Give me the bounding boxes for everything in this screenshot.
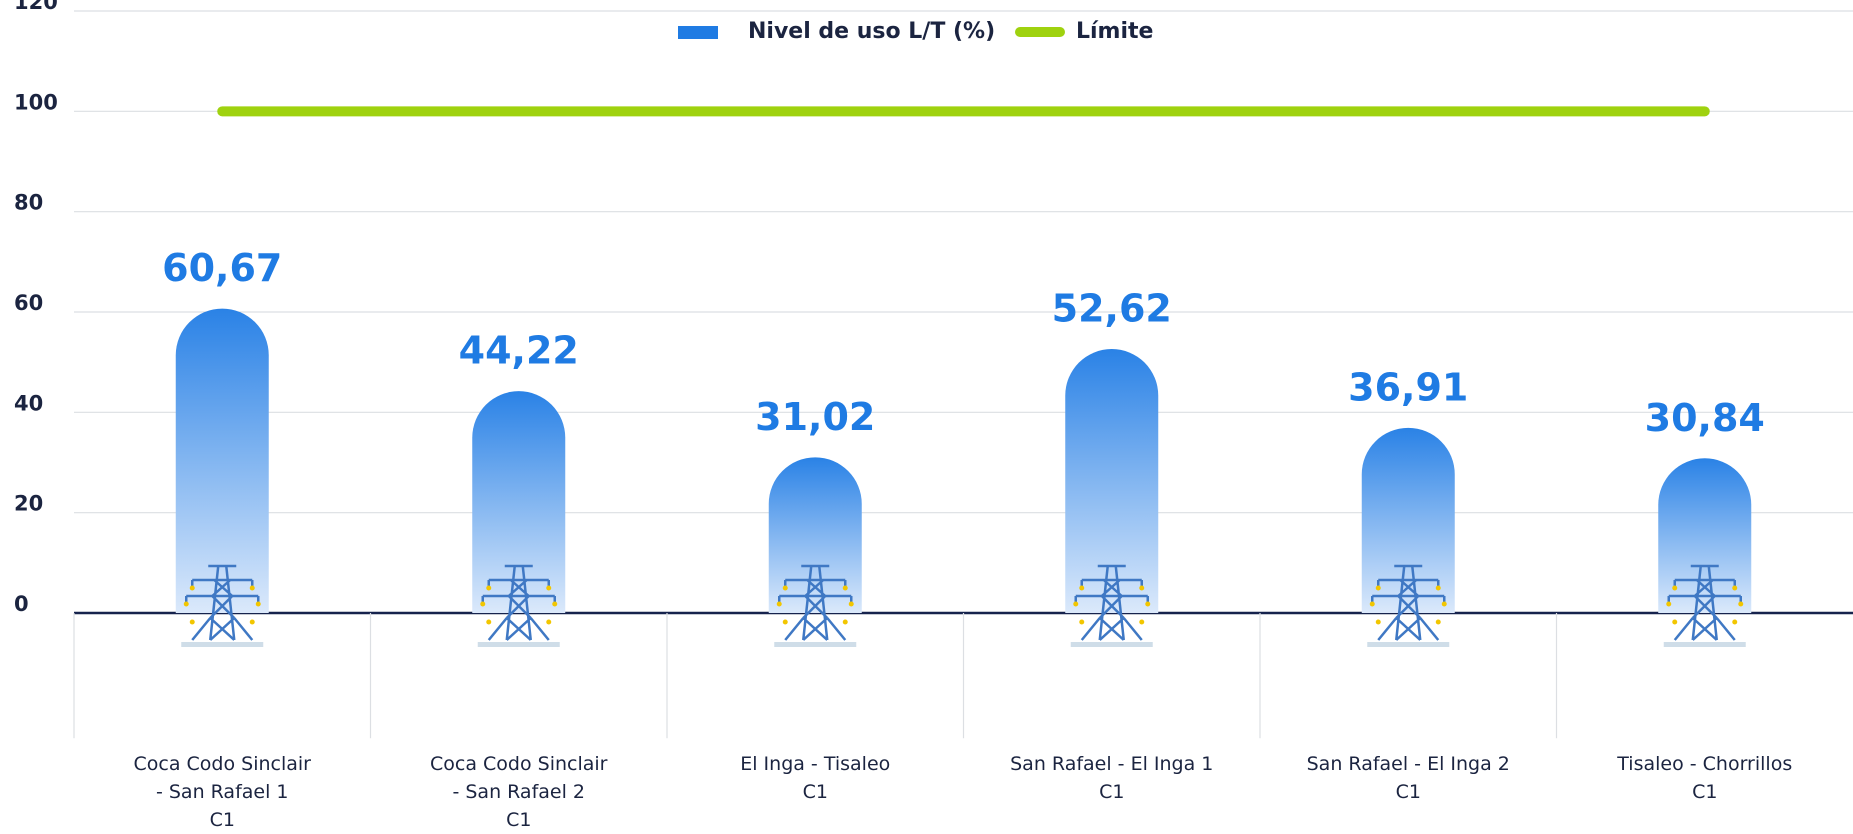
legend-label: Nivel de uso L/T (%) [748,19,995,44]
x-tick-label: San Rafael - El Inga 2 C1 [1306,753,1510,804]
bar [1658,458,1752,613]
value-label: 60,67 [162,246,282,290]
y-tick-label: 0 [14,592,29,616]
legend-swatch [678,26,718,39]
y-tick-label: 80 [14,191,43,215]
chart: 0 20 40 60 80 100 120 60,67 44,22 31,02 52,62 36,91… [14,0,1853,739]
legend-label: Límite [1076,19,1153,44]
y-tick-label: 120 [14,0,58,14]
value-label: 30,84 [1645,396,1765,440]
x-tick-label: El Inga - Tisaleo C1 [740,753,891,804]
value-label: 36,91 [1348,365,1468,409]
value-label: 31,02 [755,395,875,439]
x-tick-label: San Rafael - El Inga 1 C1 [1010,753,1214,804]
x-tick-label: Tisaleo - Chorrillos C1 [1617,753,1793,804]
y-tick-label: 100 [14,90,58,114]
value-label: 44,22 [459,329,579,373]
value-label: 52,62 [1052,287,1172,331]
page: {"chart_data":{"type":"bar", "categories… [14,0,1853,832]
bar [175,308,269,613]
bar [1361,427,1455,613]
y-tick-label: 60 [14,291,43,315]
x-tick-label: Coca Codo Sinclair - San Rafael 1 C1 [133,753,311,832]
bar [768,457,862,613]
x-tick-label: Coca Codo Sinclair - San Rafael 2 C1 [430,753,608,832]
y-tick-label: 40 [14,391,43,415]
bar [472,391,566,613]
bar [1065,349,1159,613]
y-tick-label: 20 [14,492,43,516]
